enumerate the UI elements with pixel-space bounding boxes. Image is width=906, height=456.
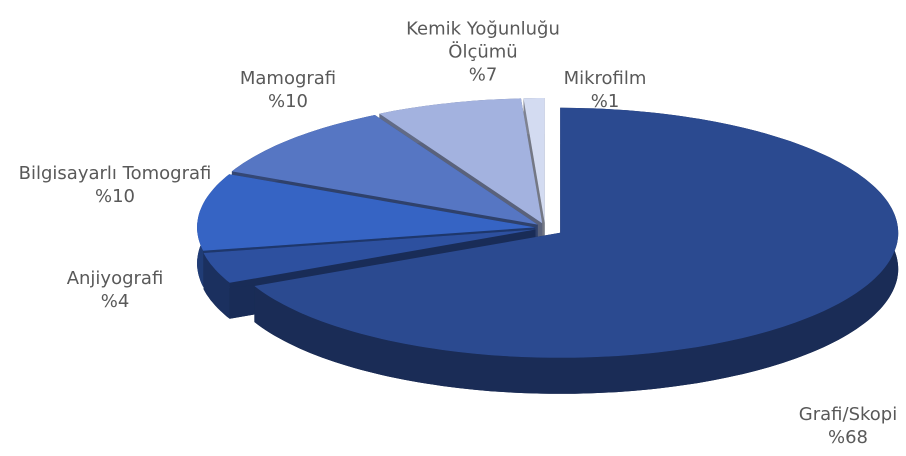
slice-wall <box>203 229 536 289</box>
category-label: Bilgisayarlı Tomografi <box>18 163 212 184</box>
slice <box>523 98 545 223</box>
slice-label: Anjiyografi %4 <box>67 267 164 313</box>
slice <box>231 115 538 225</box>
slice-label: Bilgisayarlı Tomografi %10 <box>19 162 212 208</box>
value-label: %10 <box>94 186 135 207</box>
slice-label: Grafi/Skopi %68 <box>799 403 897 449</box>
value-label: %68 <box>827 427 868 448</box>
slice <box>203 229 536 283</box>
value-label: %7 <box>468 64 498 86</box>
value-label: %1 <box>590 91 620 112</box>
slice-label: Mikrofilm %1 <box>564 67 647 113</box>
category-label: Grafi/Skopi <box>798 404 898 425</box>
category-label: Mamografi <box>239 68 337 89</box>
slice-side <box>203 253 230 319</box>
slice <box>379 98 543 224</box>
category-label: Kemik Yoğunluğu Ölçümü <box>406 18 560 63</box>
slice <box>197 174 536 251</box>
slice-label: Mamografi %10 <box>240 67 336 113</box>
slice-label: Kemik Yoğunluğu Ölçümü %7 <box>403 18 563 87</box>
slice <box>254 107 899 358</box>
category-label: Mikrofilm <box>563 68 647 89</box>
category-label: Anjiyografi <box>66 268 164 289</box>
value-label: %10 <box>267 91 308 112</box>
value-label: %4 <box>100 291 130 312</box>
